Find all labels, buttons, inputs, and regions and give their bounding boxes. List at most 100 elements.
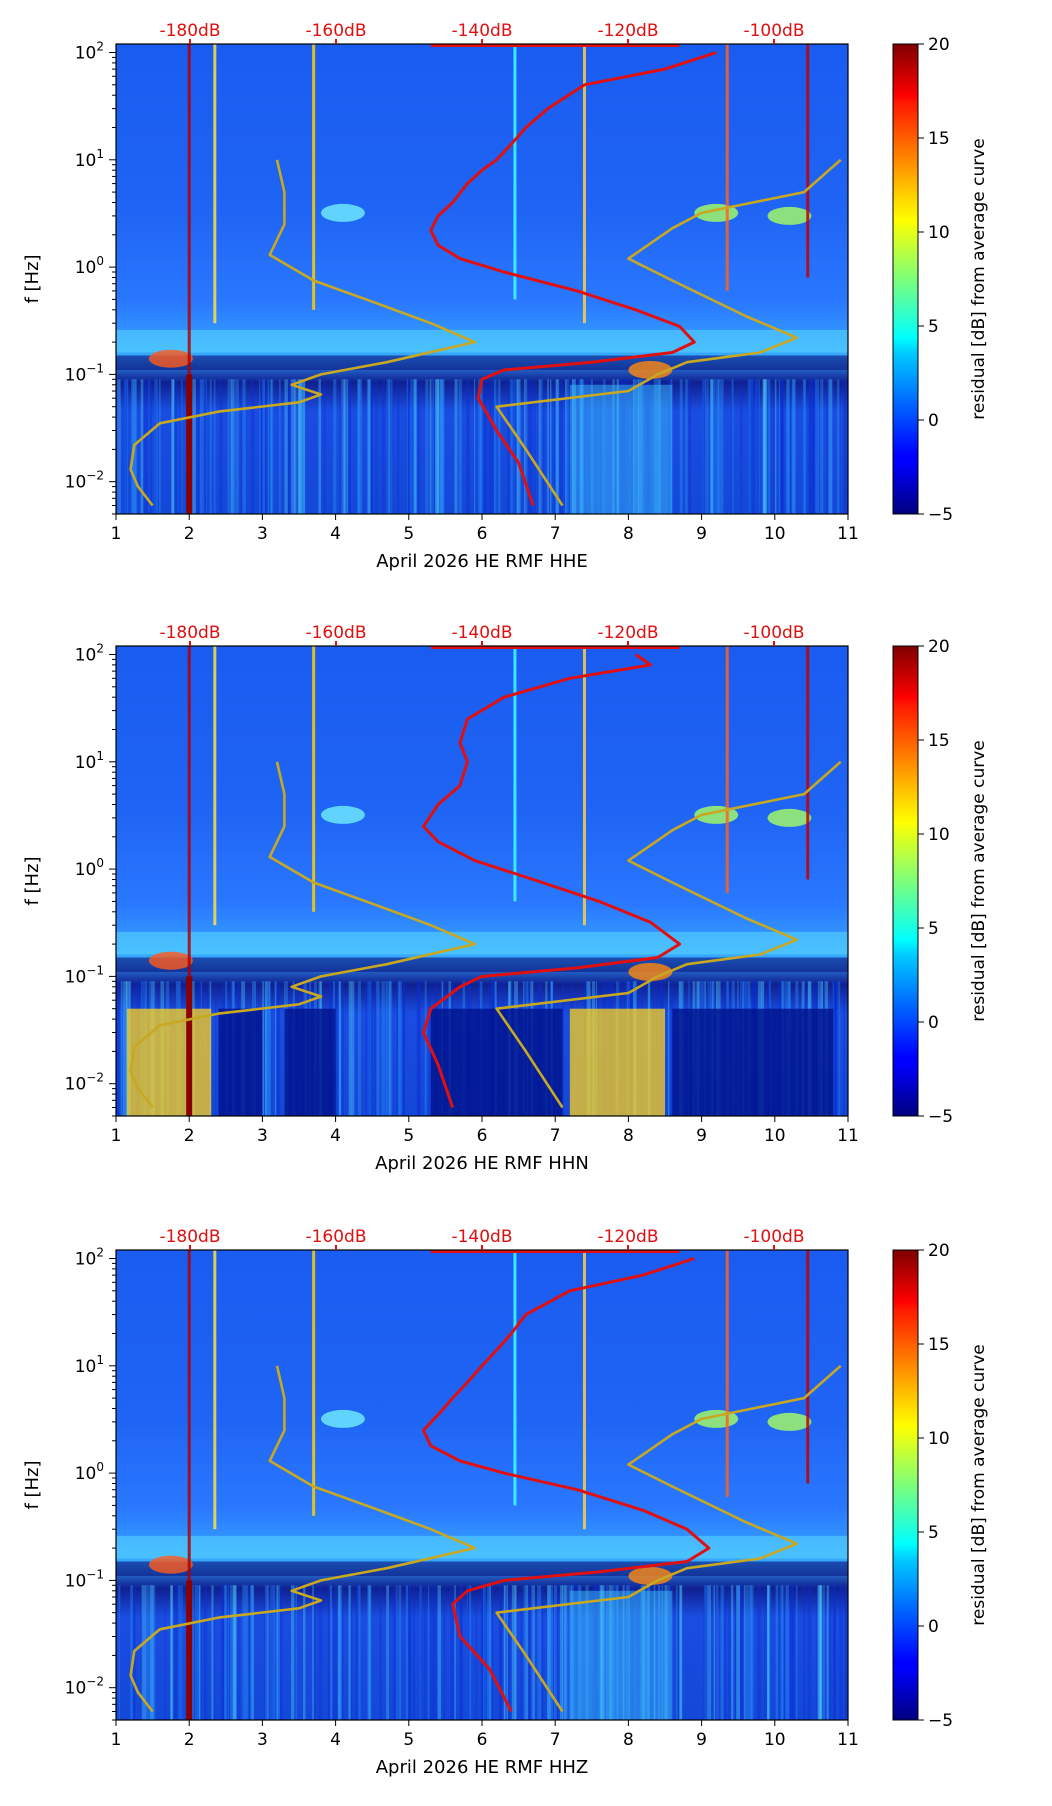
spectrogram-column [843,981,845,1116]
spectrogram-column [389,981,393,1116]
spectrogram-column [492,379,495,514]
spectrogram-column [286,379,291,514]
spectrogram-column [191,1585,194,1720]
spectrogram-column [817,379,819,514]
spectrogram-column [199,379,203,514]
spectrogram-column [370,379,373,514]
spectrogram-column [749,1585,754,1720]
spectrogram-column [537,1585,542,1720]
spectrogram-column [215,981,217,1116]
spectrogram-column [667,1585,671,1720]
spectrogram-column [595,379,597,514]
spectrogram-column [572,379,576,514]
event-streak [513,1250,517,1506]
spectrogram-column [778,1585,781,1720]
spectrogram-column [702,379,707,514]
chart-panel-2: 1 2 3 4 5 6 7 8 9 10 11 April 2026 HE RMF HHN 10−2 10… [22,623,989,1174]
spectrogram-column [297,379,301,514]
spectrogram-column [267,981,270,1116]
y-axis-label: f [Hz] [22,856,43,905]
microseism-band [116,1535,848,1559]
y-tick-label: 101 [75,1353,104,1377]
spectrogram-column [680,1585,683,1720]
event-streak [513,646,517,902]
spectrogram-column [606,1585,608,1720]
spectrogram-column [344,379,349,514]
spectrogram-column [425,379,429,514]
spectrogram-area [116,44,848,514]
spectrogram-column [259,379,261,514]
spectrogram-column [749,379,753,514]
spectrogram-column [492,1585,494,1720]
spectrogram-column [828,379,832,514]
spectrogram-column [295,1585,298,1720]
spectrogram-column [240,379,243,514]
spectrogram-column [791,1585,795,1720]
spectrogram-column [442,379,445,514]
y-tick-label: 100 [75,1460,104,1484]
spectrogram-column [653,1585,656,1720]
spectrogram-column [419,1585,422,1720]
spectrogram-column [525,379,527,514]
spectrogram-column [439,379,443,514]
colorbar [892,1249,919,1721]
lowfreq-noise-patch [569,384,673,514]
spectrogram-column [433,379,436,514]
spectrogram-column [375,379,378,514]
spectrogram-column [802,379,806,514]
spectrogram-column [828,1585,831,1720]
spectrogram-column [743,1585,746,1720]
spectrogram-column [370,379,373,514]
spectrogram-column [355,1585,360,1720]
spectral-blob [148,349,193,368]
spectrogram-column [406,379,408,514]
spectrogram-column [270,379,274,514]
spectrogram-column [469,1585,471,1720]
spectrogram-column [284,379,288,514]
spectrogram-column [802,379,806,514]
spectrogram-column [717,379,720,514]
spectrogram-column [679,379,683,514]
spectral-blob [628,962,673,981]
spectrogram-column [178,1585,180,1720]
y-tick-label: 101 [75,749,104,773]
x-tick-label: 5 [403,1730,414,1750]
spectrogram-column [368,981,371,1116]
quiet-band [116,1561,848,1576]
spectrogram-column [839,1585,844,1720]
spectrogram-column [704,1585,707,1720]
spectrogram-column [290,379,294,514]
spectrogram-column [233,1585,237,1720]
spectrogram-column [123,981,127,1116]
spectrogram-column [707,379,709,514]
spectrogram-column [385,981,389,1116]
spectrogram-column [270,1585,274,1720]
spectrogram-column [577,1585,581,1720]
spectrogram-column [712,1585,714,1720]
spectrogram-column [411,379,414,514]
spectrogram-column [736,1585,740,1720]
y-tick-label: 10−1 [65,361,104,385]
spectrogram-column [369,1585,372,1720]
spectrogram-column [832,1585,837,1720]
spectrogram-column [525,1585,529,1720]
spectrogram-column [531,1585,535,1720]
spectrogram-column [172,379,176,514]
spectrogram-column [826,1585,830,1720]
spectrogram-column [227,379,232,514]
spectrogram-column [417,981,421,1116]
spectrogram-column [558,379,563,514]
spectrogram-column [755,379,758,514]
spectrogram-column [640,1585,645,1720]
y-tick-label: 102 [75,641,104,665]
spectrogram-column [357,981,361,1116]
spectral-blob [767,206,812,225]
spectrogram-column [668,1585,672,1720]
spectrogram-column [328,1585,331,1720]
spectrogram-column [407,1585,411,1720]
spectrogram-column [735,1585,739,1720]
spectrogram-column [808,379,811,514]
spectrogram-column [276,1585,278,1720]
spectrogram-column [196,1585,201,1720]
spectrogram-column [653,379,657,514]
